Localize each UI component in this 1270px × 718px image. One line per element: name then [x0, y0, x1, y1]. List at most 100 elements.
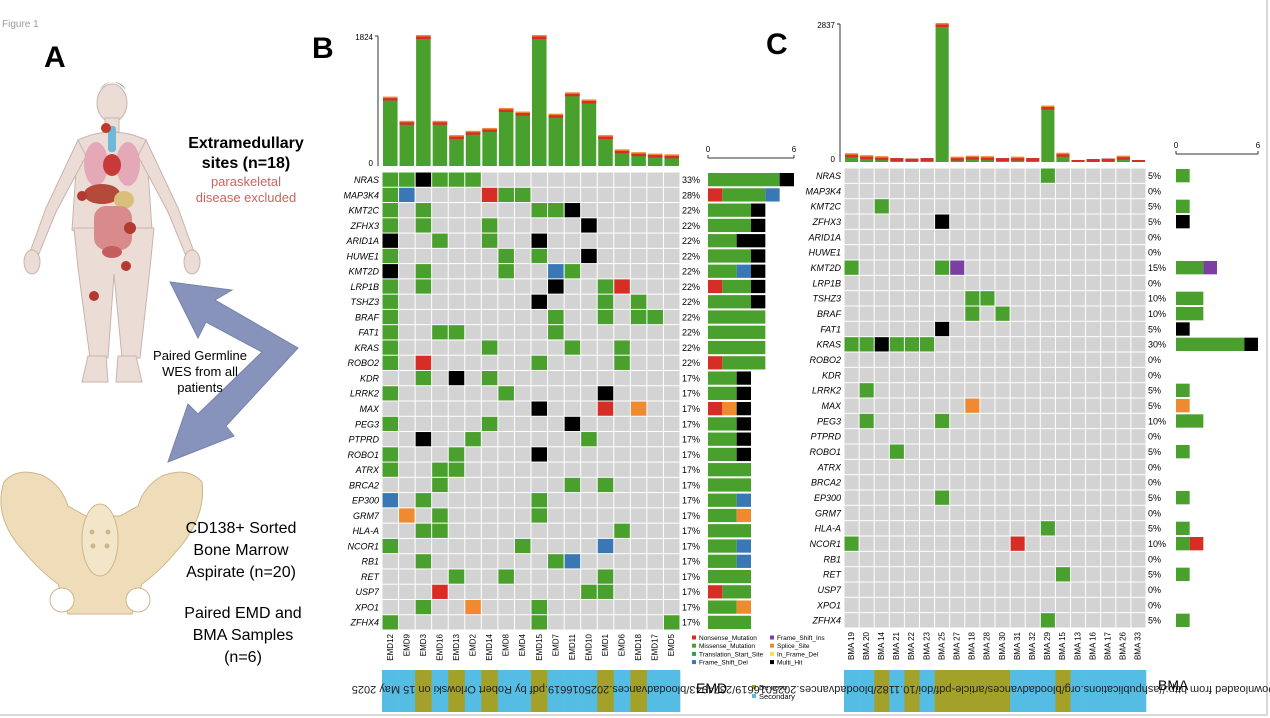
- empty-cell: [1040, 413, 1055, 429]
- empty-cell: [965, 567, 980, 582]
- empty-cell: [448, 294, 465, 309]
- empty-cell: [448, 401, 465, 416]
- gene-count-bar: [1176, 169, 1190, 183]
- gene-label: BRAF: [355, 312, 380, 322]
- empty-cell: [1025, 490, 1040, 505]
- empty-cell: [889, 229, 904, 245]
- empty-cell: [597, 325, 614, 340]
- empty-cell: [1040, 429, 1055, 444]
- empty-cell: [1086, 459, 1101, 475]
- empty-cell: [614, 218, 630, 233]
- empty-cell: [597, 432, 614, 447]
- empty-cell: [965, 321, 980, 337]
- empty-cell: [980, 429, 995, 444]
- empty-cell: [1025, 505, 1040, 521]
- empty-cell: [965, 413, 980, 429]
- empty-cell: [1010, 459, 1025, 475]
- empty-cell: [614, 187, 630, 203]
- empty-cell: [1010, 245, 1025, 260]
- tmb-bar-cap: [905, 158, 919, 162]
- empty-cell: [663, 599, 680, 615]
- empty-cell: [581, 187, 597, 203]
- tmb-bar-top: [598, 135, 613, 137]
- tmb-bar-top: [664, 154, 679, 156]
- empty-cell: [1055, 291, 1070, 306]
- extramedullary-title-line1: Extramedullary: [188, 135, 304, 152]
- empty-cell: [1086, 199, 1101, 214]
- empty-cell: [663, 523, 680, 538]
- empty-cell: [465, 264, 481, 279]
- gene-count-bar: [722, 585, 751, 599]
- legend-item-label: Frame_Shift_Del: [699, 660, 748, 667]
- tmb-bar-cap: [980, 157, 994, 161]
- empty-cell: [548, 523, 564, 538]
- empty-cell: [935, 551, 950, 567]
- empty-cell: [597, 248, 614, 264]
- empty-cell: [995, 352, 1010, 367]
- empty-cell: [630, 599, 647, 615]
- empty-cell: [950, 275, 965, 291]
- empty-cell: [920, 214, 935, 229]
- empty-cell: [630, 325, 647, 340]
- empty-cell: [874, 306, 889, 321]
- gene-percent-label: 22%: [682, 328, 700, 338]
- empty-cell: [498, 462, 514, 477]
- empty-cell: [465, 477, 481, 493]
- empty-cell: [481, 599, 498, 615]
- empty-cell: [498, 447, 514, 462]
- tmb-bar-top: [860, 155, 874, 157]
- mutation-cell: [382, 218, 399, 233]
- empty-cell: [904, 383, 919, 398]
- empty-cell: [481, 554, 498, 569]
- mutation-cell: [531, 203, 548, 218]
- empty-cell: [448, 508, 465, 523]
- gene-label: USP7: [355, 587, 380, 597]
- empty-cell: [1025, 306, 1040, 321]
- empty-cell: [448, 340, 465, 355]
- mutation-cell: [382, 233, 399, 248]
- empty-cell: [415, 309, 432, 325]
- empty-cell: [1116, 352, 1131, 367]
- empty-cell: [382, 477, 399, 493]
- empty-cell: [859, 214, 874, 229]
- empty-cell: [1131, 321, 1146, 337]
- empty-cell: [432, 248, 448, 264]
- empty-cell: [1040, 475, 1055, 490]
- mutation-cell: [597, 401, 614, 416]
- empty-cell: [980, 475, 995, 490]
- empty-cell: [415, 416, 432, 432]
- empty-cell: [581, 355, 597, 370]
- empty-cell: [874, 183, 889, 199]
- gene-label: ARID1A: [807, 232, 841, 242]
- empty-cell: [647, 264, 663, 279]
- empty-cell: [950, 367, 965, 383]
- mutation-cell: [597, 279, 614, 294]
- empty-cell: [950, 352, 965, 367]
- empty-cell: [889, 597, 904, 613]
- empty-cell: [889, 199, 904, 214]
- mutation-cell: [432, 462, 448, 477]
- empty-cell: [965, 582, 980, 597]
- empty-cell: [415, 233, 432, 248]
- gene-count-bar: [1176, 613, 1190, 627]
- gene-label: KMT2C: [348, 206, 379, 216]
- empty-cell: [548, 477, 564, 493]
- mutation-cell: [432, 477, 448, 493]
- empty-cell: [980, 199, 995, 214]
- empty-cell: [904, 429, 919, 444]
- gene-label: GRM7: [353, 511, 380, 521]
- gene-percent-label: 22%: [682, 206, 700, 216]
- empty-cell: [448, 279, 465, 294]
- gene-percent-label: 17%: [682, 618, 700, 628]
- mutation-cell: [465, 432, 481, 447]
- empty-cell: [432, 203, 448, 218]
- empty-cell: [481, 172, 498, 187]
- tmb-bar-top: [965, 155, 979, 158]
- empty-cell: [1116, 613, 1131, 628]
- mutation-cell: [382, 248, 399, 264]
- empty-cell: [548, 584, 564, 599]
- empty-cell: [995, 536, 1010, 551]
- empty-cell: [1101, 168, 1116, 183]
- tmb-bar-cap: [1041, 106, 1055, 110]
- onset-track-cell: [431, 670, 449, 712]
